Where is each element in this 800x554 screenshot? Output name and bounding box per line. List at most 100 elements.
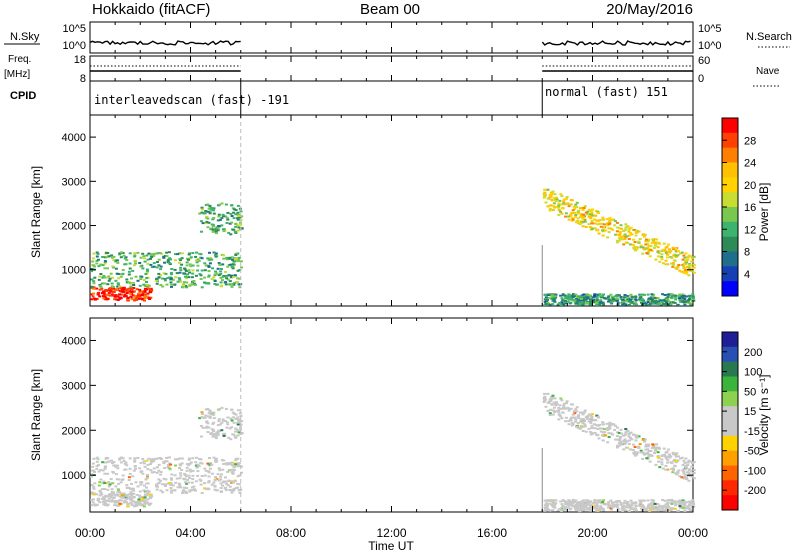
x-axis-label: Time UT bbox=[368, 539, 414, 553]
scatter-cell bbox=[124, 256, 128, 259]
scatter-cell bbox=[639, 499, 643, 502]
scatter-cell bbox=[93, 482, 97, 485]
scatter-cell bbox=[163, 460, 167, 463]
scatter-cell bbox=[592, 218, 596, 221]
scatter-cell bbox=[236, 257, 240, 260]
scatter-cell bbox=[617, 432, 621, 434]
scatter-cell bbox=[218, 469, 222, 472]
scatter-cell bbox=[548, 409, 552, 411]
scatter-cell bbox=[546, 205, 550, 208]
scatter-cell bbox=[173, 474, 177, 477]
scatter-cell bbox=[552, 205, 556, 208]
scatter-cell bbox=[656, 249, 660, 252]
scatter-cell bbox=[152, 262, 156, 265]
scatter-cell bbox=[137, 498, 141, 501]
scatter-cell bbox=[207, 481, 211, 484]
scatter-cell bbox=[654, 443, 658, 446]
scatter-cell bbox=[570, 294, 574, 297]
scatter-cell bbox=[666, 448, 670, 451]
scatter-cell bbox=[603, 297, 607, 300]
scatter-cell bbox=[99, 478, 103, 481]
scatter-cell bbox=[157, 276, 161, 279]
scatter-cell bbox=[239, 223, 243, 226]
scatter-cell bbox=[109, 272, 113, 275]
scatter-cell bbox=[142, 462, 146, 465]
scatter-cell bbox=[170, 268, 174, 270]
scatter-cell bbox=[656, 300, 660, 303]
scatter-cell bbox=[216, 219, 220, 222]
scatter-cell bbox=[113, 504, 117, 507]
scatter-cell bbox=[656, 250, 660, 253]
scatter-cell bbox=[676, 509, 680, 512]
scatter-cell bbox=[610, 508, 614, 511]
scatter-cell bbox=[656, 508, 660, 511]
scatter-cell bbox=[196, 258, 200, 261]
scatter-cell bbox=[554, 401, 558, 404]
scatter-cell bbox=[212, 217, 216, 219]
scatter-cell bbox=[591, 413, 594, 415]
scatter-cell bbox=[548, 204, 552, 207]
scatter-cell bbox=[654, 299, 658, 302]
y-tick-label: 4000 bbox=[62, 335, 86, 347]
scatter-cell bbox=[182, 284, 186, 287]
scatter-cell bbox=[171, 484, 175, 487]
scatter-cell bbox=[615, 426, 619, 429]
scatter-cell bbox=[562, 303, 566, 306]
scatter-cell bbox=[629, 431, 633, 434]
scatter-cell bbox=[581, 225, 585, 228]
scatter-cell bbox=[170, 491, 173, 494]
scatter-cell bbox=[608, 504, 611, 507]
scatter-cell bbox=[99, 468, 103, 471]
scatter-cell bbox=[567, 205, 571, 208]
scatter-cell bbox=[666, 501, 670, 504]
scatter-cell bbox=[646, 445, 650, 448]
scatter-cell bbox=[226, 265, 230, 268]
scatter-cell bbox=[125, 278, 129, 281]
scatter-cell bbox=[618, 238, 622, 241]
scatter-cell bbox=[230, 426, 234, 429]
scatter-cell bbox=[146, 296, 150, 299]
colorbar-segment bbox=[722, 192, 738, 208]
scatter-cell bbox=[188, 468, 192, 471]
scatter-cell bbox=[238, 421, 242, 424]
scatter-cell bbox=[544, 509, 548, 512]
scatter-cell bbox=[161, 285, 165, 288]
scatter-cell bbox=[116, 282, 120, 285]
scatter-cell bbox=[107, 485, 111, 488]
scatter-cell bbox=[159, 268, 163, 271]
scatter-cell bbox=[658, 260, 662, 263]
scatter-cell bbox=[207, 282, 211, 285]
scatter-cell bbox=[219, 482, 223, 485]
scatter-cell bbox=[682, 470, 686, 473]
scatter-cell bbox=[562, 202, 566, 205]
scatter-cell bbox=[175, 272, 179, 275]
scatter-cell bbox=[133, 457, 137, 460]
scatter-cell bbox=[178, 463, 182, 466]
scatter-cell bbox=[96, 499, 100, 502]
y-tick-label: 1000 bbox=[62, 470, 86, 482]
scatter-cell bbox=[233, 465, 237, 468]
scatter-cell bbox=[116, 488, 120, 490]
scatter-cell bbox=[576, 426, 580, 429]
scatter-cell bbox=[663, 453, 667, 456]
scatter-cell bbox=[671, 471, 675, 474]
scatter-cell bbox=[237, 419, 241, 422]
scatter-cell bbox=[236, 434, 240, 437]
scatter-cell bbox=[103, 282, 107, 285]
scatter-cell bbox=[682, 472, 686, 475]
scatter-cell bbox=[634, 505, 638, 508]
scatter-cell bbox=[571, 423, 575, 426]
scatter-cell bbox=[593, 294, 597, 297]
scatter-cell bbox=[228, 462, 232, 464]
scatter-cell bbox=[544, 502, 548, 505]
colorbar-tick-label: -50 bbox=[744, 446, 760, 458]
scatter-cell bbox=[95, 251, 99, 254]
scatter-cell bbox=[551, 395, 555, 398]
scatter-cell bbox=[184, 481, 187, 484]
scatter-cell bbox=[583, 504, 587, 507]
scatter-cell bbox=[156, 252, 160, 255]
scatter-cell bbox=[205, 215, 209, 218]
scatter-cell bbox=[150, 461, 154, 464]
scatter-cell bbox=[134, 262, 137, 265]
scatter-cell bbox=[575, 296, 579, 299]
